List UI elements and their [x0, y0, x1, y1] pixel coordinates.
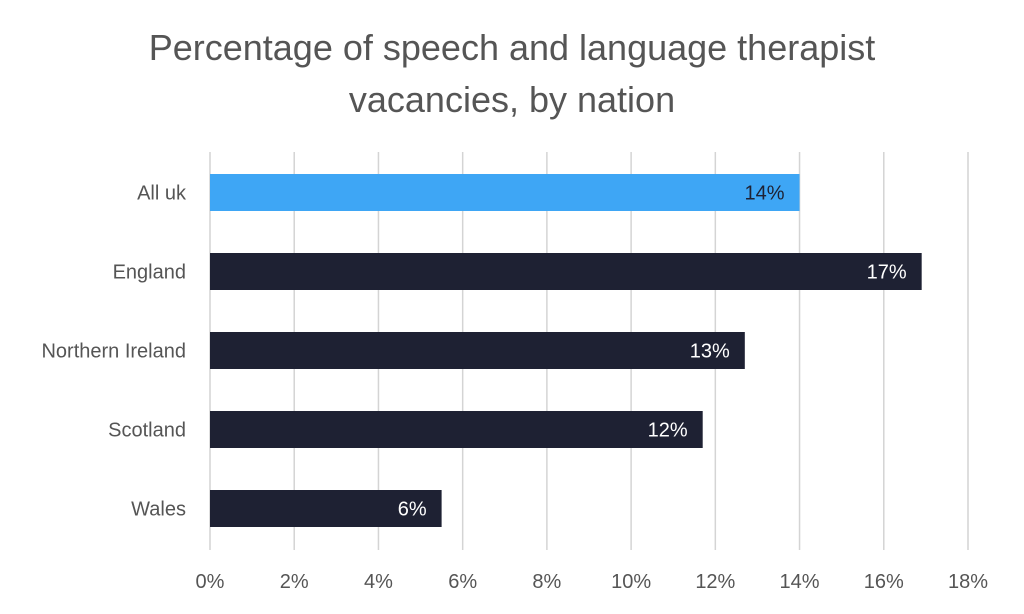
category-label: Scotland [108, 420, 186, 442]
category-label: Wales [131, 499, 186, 521]
chart-title: Percentage of speech and language therap… [0, 22, 1024, 126]
category-label: Northern Ireland [41, 341, 186, 363]
x-tick-label: 8% [532, 571, 561, 593]
data-label: 17% [867, 262, 907, 284]
data-label: 14% [745, 183, 785, 205]
x-tick-label: 4% [364, 571, 393, 593]
x-tick-label: 6% [448, 571, 477, 593]
data-label: 12% [648, 420, 688, 442]
bar [210, 332, 745, 369]
data-label: 6% [398, 499, 427, 521]
bar [210, 490, 442, 527]
x-tick-label: 14% [780, 571, 820, 593]
category-label: All uk [137, 183, 187, 205]
category-label: England [113, 262, 186, 284]
data-label: 13% [690, 341, 730, 363]
chart-title-line-2: vacancies, by nation [348, 79, 676, 120]
x-tick-label: 0% [196, 571, 225, 593]
chart-title-line-1: Percentage of speech and language therap… [148, 27, 876, 68]
x-tick-label: 10% [611, 571, 651, 593]
bar [210, 411, 703, 448]
x-tick-label: 16% [864, 571, 904, 593]
x-tick-label: 2% [280, 571, 309, 593]
bar [210, 253, 922, 290]
bar [210, 174, 800, 211]
x-tick-label: 12% [695, 571, 735, 593]
x-tick-label: 18% [948, 571, 988, 593]
